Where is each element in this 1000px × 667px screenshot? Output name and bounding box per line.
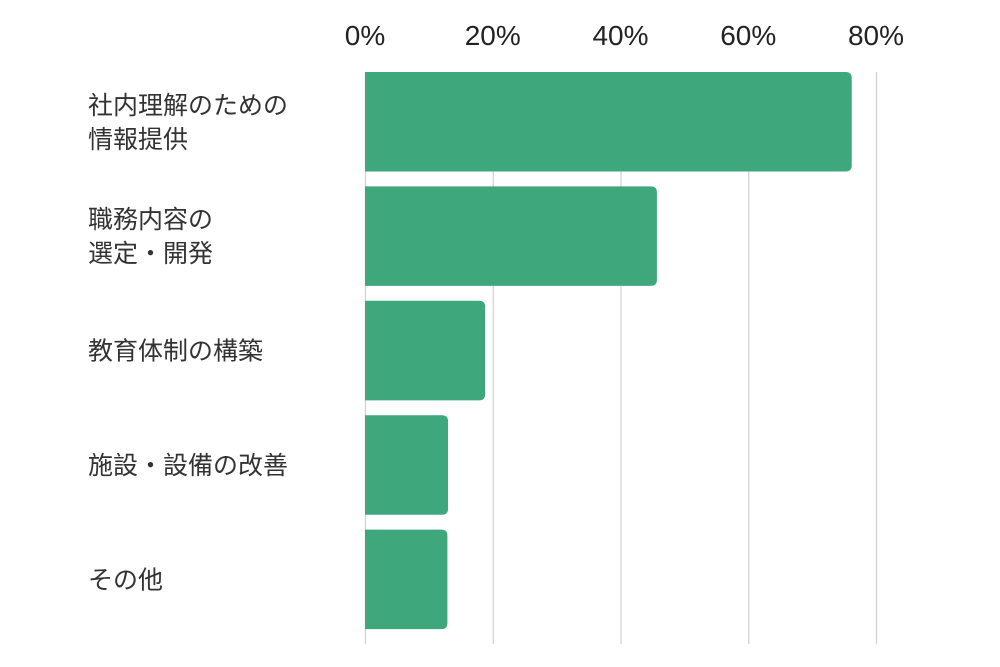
- category-label: 情報提供: [88, 125, 188, 154]
- x-tick-label: 80%: [848, 20, 904, 51]
- category-label: 職務内容の: [88, 205, 213, 234]
- x-tick-label: 60%: [720, 20, 776, 51]
- category-label: 選定・開発: [88, 239, 213, 268]
- bar: [365, 186, 657, 286]
- category-label: 社内理解のための: [88, 91, 288, 120]
- bar: [365, 72, 852, 172]
- category-label: その他: [88, 565, 163, 594]
- bar: [365, 300, 486, 401]
- bar: [365, 415, 449, 515]
- x-tick-label: 40%: [592, 20, 648, 51]
- bars: [365, 72, 852, 630]
- x-tick-label: 0%: [345, 20, 385, 51]
- category-label: 施設・設備の改善: [88, 451, 288, 480]
- x-tick-label: 20%: [465, 20, 521, 51]
- x-axis-ticks: 0% 20% 40% 60% 80%: [345, 20, 904, 51]
- bar: [365, 529, 448, 630]
- category-label: 教育体制の構築: [88, 337, 263, 366]
